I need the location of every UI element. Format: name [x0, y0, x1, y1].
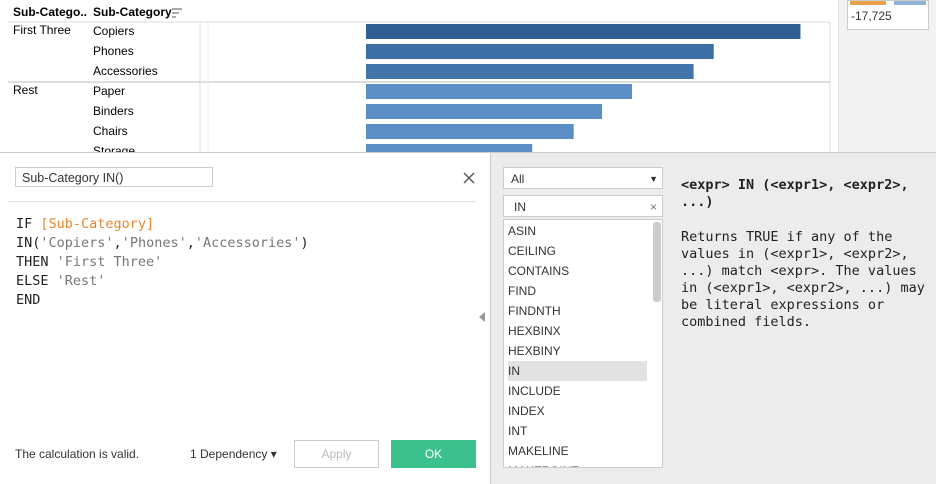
divider — [8, 201, 476, 202]
code-token: ) — [300, 235, 309, 251]
function-item[interactable]: INDEX — [508, 404, 545, 418]
function-item[interactable]: CONTAINS — [508, 264, 570, 278]
function-search[interactable]: IN × — [503, 195, 663, 217]
bar — [365, 24, 801, 39]
legend-swatch — [850, 1, 886, 5]
legend-label: -17,725 — [851, 9, 892, 23]
search-text: IN — [514, 200, 526, 214]
bar-view: Sub-Catego.. Sub-Category First Three Cop… — [8, 5, 831, 159]
bar — [365, 104, 603, 119]
function-item[interactable]: HEXBINY — [508, 344, 561, 358]
dependency-dropdown[interactable]: 1 Dependency ▾ — [190, 447, 277, 461]
help-syntax: <expr> IN (<expr1>, <expr2>, ...) — [681, 177, 917, 210]
function-panel: All ▼ IN × ASIN CEILING CONTAINS FIND FINDNTH H… — [490, 152, 936, 484]
function-item[interactable]: ASIN — [508, 224, 537, 238]
header: Sub-Catego.. — [13, 5, 87, 19]
bar — [365, 44, 714, 59]
help-description: Returns TRUE if any of the values in (<e… — [681, 229, 933, 330]
function-item[interactable]: MAKELINE — [508, 444, 569, 458]
category-label: Binders — [93, 104, 134, 118]
legend-swatch — [894, 1, 926, 5]
function-item[interactable]: HEXBINX — [508, 324, 561, 338]
code-token: , — [113, 235, 122, 251]
code-token: 'Rest' — [56, 273, 106, 289]
side-panel: -17,725 — [838, 0, 936, 152]
code-token: END — [16, 292, 41, 308]
filter-label: All — [511, 172, 525, 186]
function-item[interactable]: FINDNTH — [508, 304, 561, 318]
formula-editor[interactable]: IF [Sub-Category] IN('Copiers','Phones','… — [16, 215, 309, 310]
function-item[interactable]: INCLUDE — [508, 384, 561, 398]
code-line: IN('Copiers','Phones','Accessories') — [16, 234, 309, 253]
collapse-arrow[interactable] — [478, 311, 486, 323]
code-token: [Sub-Category] — [40, 216, 155, 232]
function-list: ASIN CEILING CONTAINS FIND FINDNTH HEXBINX HEX… — [503, 219, 663, 468]
group-label: Rest — [13, 83, 38, 97]
code-token: IF — [16, 216, 41, 232]
category-label: Paper — [93, 84, 125, 98]
dependency-label: 1 Dependency — [190, 447, 268, 461]
code-token: 'Phones' — [121, 235, 187, 251]
function-item[interactable]: INT — [508, 424, 528, 438]
code-line: ELSE 'Rest' — [16, 272, 309, 291]
group-label: First Three — [13, 23, 71, 37]
code-line: END — [16, 291, 309, 310]
status: The calculation is valid. — [15, 447, 140, 461]
category-label: Accessories — [93, 64, 158, 78]
bar — [365, 64, 694, 79]
function-item[interactable]: MAKEPOINT — [508, 461, 647, 467]
code-token: 'First Three' — [56, 254, 163, 270]
code-token: 'Accessories' — [194, 235, 301, 251]
calc-editor: Sub-Category IN() IF [Sub-Category] IN('C… — [0, 152, 490, 484]
color-legend: -17,725 — [847, 0, 929, 30]
code-line: THEN 'First Three' — [16, 253, 309, 272]
code-token: THEN — [16, 254, 57, 270]
bar — [365, 144, 533, 159]
scrollbar — [653, 222, 661, 302]
code-line: IF [Sub-Category] — [16, 215, 309, 234]
category-label: Copiers — [93, 24, 134, 38]
function-item[interactable]: FIND — [508, 284, 536, 298]
category-label: Storage — [93, 144, 135, 152]
bar — [365, 124, 574, 139]
category-label: Chairs — [93, 124, 128, 138]
close-button[interactable] — [462, 171, 476, 185]
code-token: IN( — [16, 235, 41, 251]
code-token: ELSE — [16, 273, 57, 289]
calc-name-input[interactable]: Sub-Category IN() — [15, 167, 213, 187]
apply-button[interactable]: Apply — [294, 440, 379, 468]
function-item[interactable]: CEILING — [508, 244, 557, 258]
view: Sub-Catego.. Sub-Category First Three Cop… — [0, 0, 838, 159]
ok-button[interactable]: OK — [391, 440, 476, 468]
function-filter[interactable]: All ▼ — [503, 167, 663, 189]
function-item[interactable]: IN — [508, 361, 647, 381]
code-token: , — [186, 235, 195, 251]
code-token: 'Copiers' — [40, 235, 114, 251]
bar — [365, 84, 633, 99]
header: Sub-Category — [93, 5, 172, 19]
category-label: Phones — [93, 44, 134, 58]
